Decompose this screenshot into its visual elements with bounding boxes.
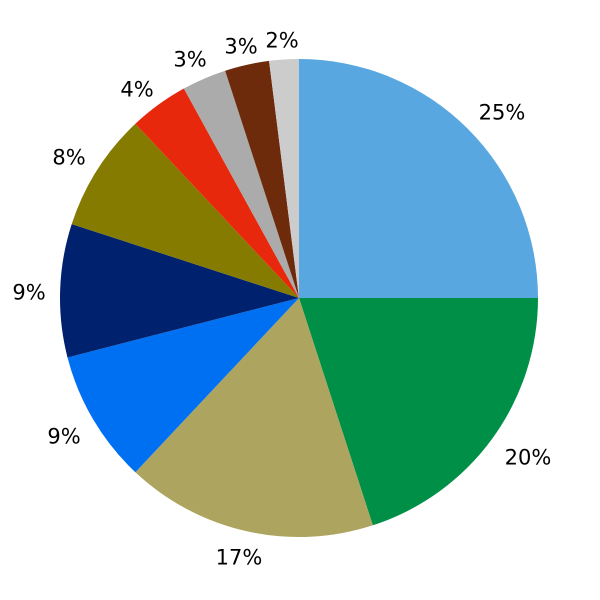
pie-slice-label: 2%	[265, 28, 298, 52]
pie-slice-label: 9%	[12, 280, 45, 304]
pie-slice-dark-khaki	[135, 298, 373, 537]
pie-slice-label: 3%	[173, 47, 206, 71]
pie-slice-bright-blue	[67, 298, 299, 473]
pie-slice-label: 9%	[47, 424, 80, 448]
pie-slice-red	[135, 88, 299, 298]
pie-slice-label: 20%	[505, 445, 552, 469]
pie-slice-navy	[60, 224, 300, 358]
pie-slice-light-gray	[269, 59, 299, 298]
pie-slice-label: 17%	[216, 545, 263, 569]
pie-slice-label: 4%	[120, 77, 153, 101]
pie-slice-olive	[71, 123, 299, 298]
pie-slice-gray	[183, 70, 299, 298]
pie-slice-label: 25%	[479, 100, 526, 124]
pie-slice-label: 8%	[52, 145, 85, 169]
pie-slice-label: 3%	[224, 34, 257, 58]
pie-slice-green	[299, 298, 538, 526]
pie-slice-light-blue	[299, 59, 538, 298]
pie-slice-dark-brown	[225, 60, 299, 298]
